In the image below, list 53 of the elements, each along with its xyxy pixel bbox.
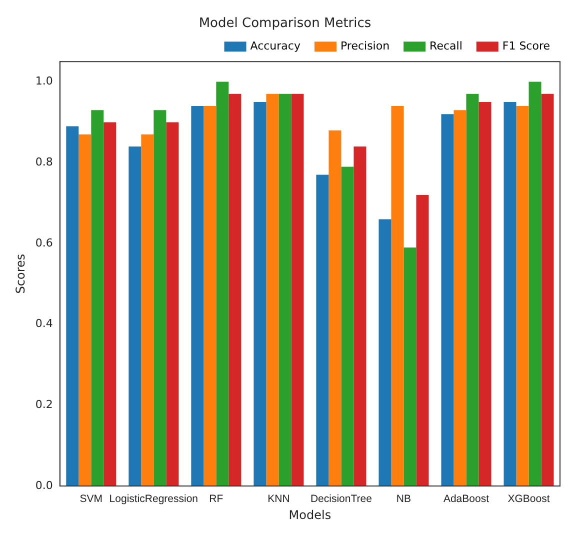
y-tick-label: 0.8 [35,156,53,169]
y-tick-label: 0.0 [35,478,53,492]
bar [441,114,454,486]
bar [316,174,329,486]
x-tick-label: SVM [80,493,103,506]
bar [454,110,466,486]
y-tick-label: 0.6 [35,236,53,250]
bar [278,94,292,486]
bar [528,82,542,486]
x-tick-label: NB [396,493,412,506]
bar [266,94,279,486]
bar [66,126,79,486]
y-axis-title: Scores [13,254,28,294]
bar [504,102,516,486]
bar [228,94,242,486]
bar [191,106,204,486]
x-tick-label: KNN [268,493,290,506]
bar [391,106,404,486]
bar [466,94,479,486]
legend-label: Recall [430,39,462,52]
x-tick-label: DecisionTree [310,493,372,506]
bar [254,102,266,486]
bar [341,166,354,486]
chart-title: Model Comparison Metrics [198,16,372,32]
bar [104,122,116,486]
bar [216,82,229,486]
bar [166,122,179,486]
bar [291,94,304,486]
bar [141,134,154,486]
bar [541,94,554,486]
x-tick-label: LogisticRegression [109,493,198,506]
legend-label: Precision [340,39,390,52]
bar [91,110,104,486]
bar [478,102,492,486]
x-tick-label: AdaBoost [443,493,490,506]
x-tick-label: XGBoost [508,493,550,506]
bar [354,146,366,486]
legend-label: Accuracy [250,39,301,52]
bar [204,106,216,486]
bar [128,146,142,486]
bar [416,194,429,486]
y-tick-label: 0.4 [35,317,53,330]
x-tick-label: RF [209,493,224,506]
bar [154,110,166,486]
bar [328,130,342,486]
y-tick-label: 0.2 [35,398,53,412]
x-axis-title: Models [288,508,332,522]
bar [378,219,392,486]
legend-label: F1 Score [502,39,550,52]
bar [78,134,92,486]
bar [404,248,416,486]
bar [516,106,529,486]
y-tick-label: 1.0 [35,74,53,88]
